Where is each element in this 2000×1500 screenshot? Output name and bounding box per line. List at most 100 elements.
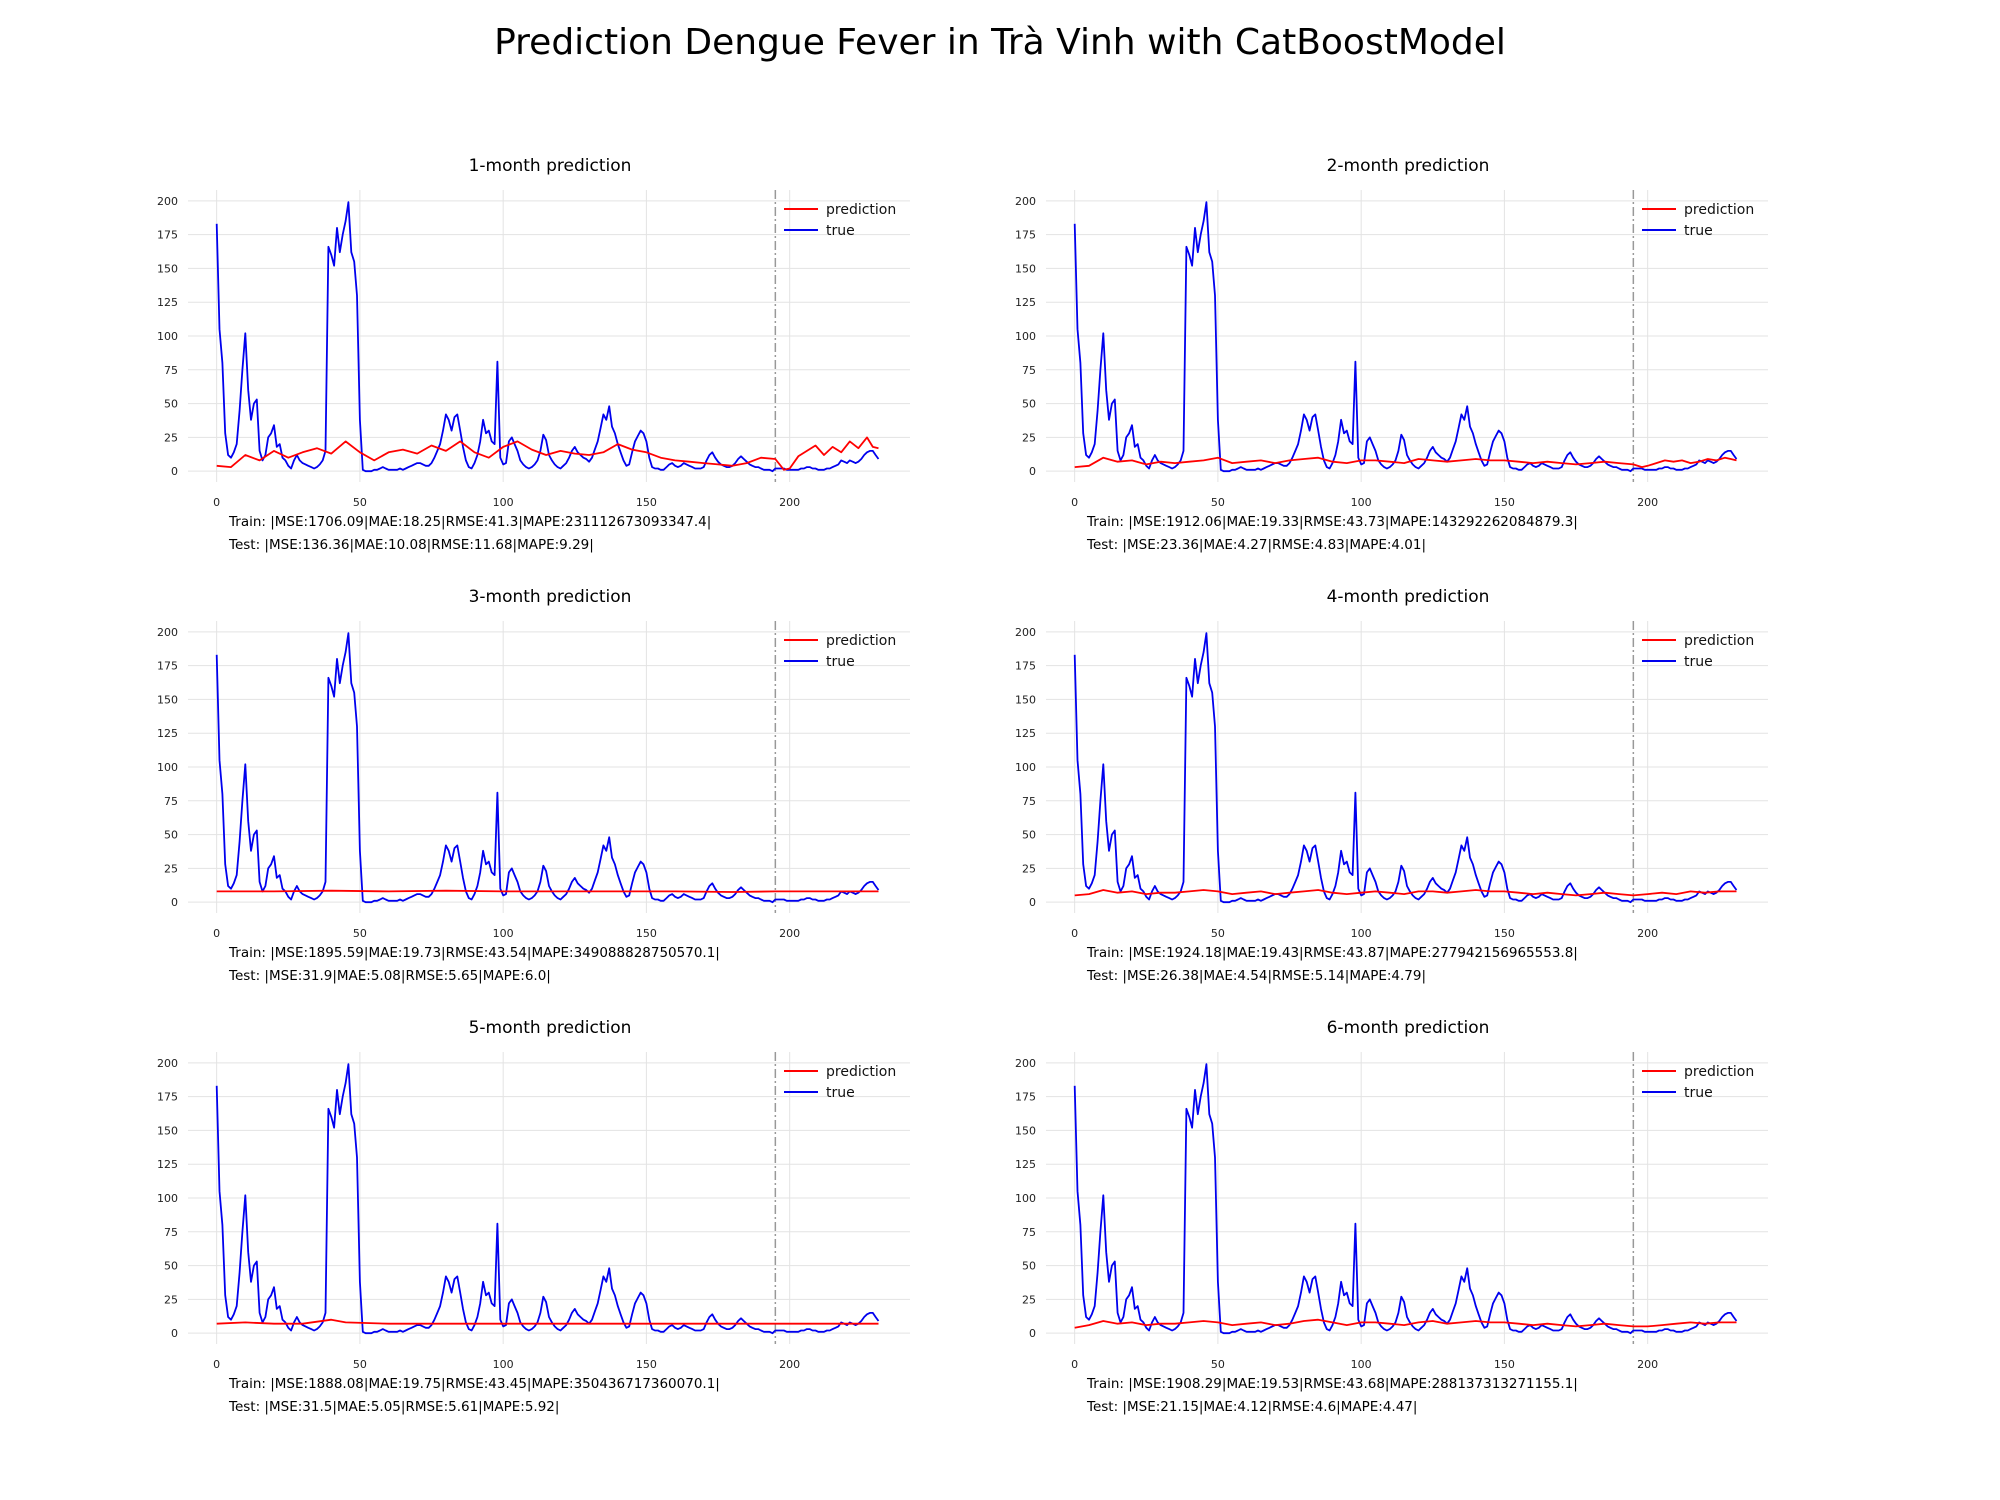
x-tick-label: 50 bbox=[353, 927, 367, 940]
x-tick-label: 200 bbox=[1637, 927, 1658, 940]
legend: prediction true bbox=[1642, 1064, 1754, 1101]
x-tick-label: 50 bbox=[353, 1358, 367, 1371]
y-tick-label: 0 bbox=[171, 896, 178, 909]
x-tick-label: 150 bbox=[636, 496, 657, 509]
train-metrics: Train: |MSE:1912.06|MAE:19.33|RMSE:43.73… bbox=[1087, 514, 1578, 530]
y-tick-label: 150 bbox=[1015, 1124, 1036, 1137]
y-tick-label: 175 bbox=[1015, 1091, 1036, 1104]
legend-label: prediction bbox=[826, 202, 896, 218]
y-tick-label: 50 bbox=[164, 829, 178, 842]
y-tick-label: 150 bbox=[157, 693, 178, 706]
chart-svg: 0 50 100 150 200 0 25 50 75 100 125 150 175 200 predic… bbox=[157, 190, 910, 509]
grid bbox=[1046, 190, 1768, 482]
train-metrics: Train: |MSE:1924.18|MAE:19.43|RMSE:43.87… bbox=[1087, 945, 1578, 961]
x-tick-label: 150 bbox=[636, 927, 657, 940]
x-tick-label: 0 bbox=[1071, 1358, 1078, 1371]
y-tick-label: 0 bbox=[1029, 1327, 1036, 1340]
y-tick-label: 50 bbox=[1022, 829, 1036, 842]
x-tick-label: 150 bbox=[1494, 1358, 1515, 1371]
y-tick-label: 200 bbox=[157, 626, 178, 639]
true-series-line bbox=[1073, 632, 1738, 904]
y-tick-label: 200 bbox=[1015, 626, 1036, 639]
x-tick-label: 50 bbox=[1211, 496, 1225, 509]
legend-label: prediction bbox=[826, 1064, 896, 1080]
y-tick-label: 200 bbox=[1015, 195, 1036, 208]
chart-title: 4-month prediction bbox=[1326, 587, 1490, 607]
true-series-line bbox=[215, 632, 880, 904]
chart-panel-1-month: 1-month prediction 0 50 100 150 200 0 25 50 75 10… bbox=[140, 156, 1040, 586]
chart-title: 1-month prediction bbox=[468, 156, 632, 176]
y-tick-label: 175 bbox=[157, 660, 178, 673]
x-tick-label: 150 bbox=[636, 1358, 657, 1371]
y-tick-label: 100 bbox=[157, 330, 178, 343]
grid bbox=[1046, 621, 1768, 913]
train-metrics: Train: |MSE:1908.29|MAE:19.53|RMSE:43.68… bbox=[1087, 1376, 1578, 1392]
y-tick-label: 175 bbox=[1015, 660, 1036, 673]
x-tick-label: 0 bbox=[1071, 927, 1078, 940]
prediction-series-line bbox=[1074, 1318, 1737, 1329]
legend-label: prediction bbox=[1684, 633, 1754, 649]
prediction-series-line bbox=[216, 889, 879, 893]
y-tick-label: 0 bbox=[1029, 896, 1036, 909]
legend-label: true bbox=[1684, 654, 1713, 670]
y-tick-label: 125 bbox=[1015, 1158, 1036, 1171]
x-tick-label: 50 bbox=[1211, 1358, 1225, 1371]
prediction-series-line bbox=[1074, 456, 1737, 469]
y-tick-label: 75 bbox=[164, 364, 178, 377]
train-metrics: Train: |MSE:1706.09|MAE:18.25|RMSE:41.3|… bbox=[229, 514, 712, 530]
legend: prediction true bbox=[784, 1064, 896, 1101]
y-tick-label: 25 bbox=[1022, 1293, 1036, 1306]
y-tick-label: 200 bbox=[1015, 1057, 1036, 1070]
true-series-line bbox=[1073, 1063, 1738, 1335]
legend-label: true bbox=[826, 654, 855, 670]
x-tick-label: 200 bbox=[779, 1358, 800, 1371]
prediction-series-line bbox=[216, 436, 879, 471]
y-tick-label: 100 bbox=[157, 1192, 178, 1205]
figure-title: Prediction Dengue Fever in Trà Vinh with… bbox=[494, 22, 1506, 63]
y-tick-label: 100 bbox=[1015, 330, 1036, 343]
y-tick-label: 25 bbox=[1022, 431, 1036, 444]
y-tick-label: 75 bbox=[164, 795, 178, 808]
x-tick-label: 200 bbox=[1637, 1358, 1658, 1371]
x-tick-label: 150 bbox=[1494, 496, 1515, 509]
test-metrics: Test: |MSE:136.36|MAE:10.08|RMSE:11.68|M… bbox=[229, 537, 594, 553]
prediction-series-line bbox=[1074, 889, 1737, 897]
chart-title: 6-month prediction bbox=[1326, 1018, 1490, 1038]
x-tick-label: 0 bbox=[1071, 496, 1078, 509]
y-tick-label: 75 bbox=[1022, 1226, 1036, 1239]
x-tick-label: 200 bbox=[779, 496, 800, 509]
x-tick-label: 200 bbox=[779, 927, 800, 940]
test-metrics: Test: |MSE:31.5|MAE:5.05|RMSE:5.61|MAPE:… bbox=[229, 1399, 560, 1415]
chart-panel-5-month: 5-month prediction 0 50 100 150 200 0 25 50 75 10… bbox=[140, 1018, 1040, 1448]
legend: prediction true bbox=[1642, 202, 1754, 239]
prediction-series-line bbox=[216, 1318, 879, 1325]
grid bbox=[188, 621, 910, 913]
y-tick-label: 150 bbox=[157, 262, 178, 275]
legend: prediction true bbox=[784, 202, 896, 239]
x-tick-label: 0 bbox=[213, 496, 220, 509]
chart-panel-6-month: 6-month prediction 0 50 100 150 200 0 25 50 75 10… bbox=[998, 1018, 1898, 1448]
y-tick-label: 150 bbox=[157, 1124, 178, 1137]
chart-svg: 0 50 100 150 200 0 25 50 75 100 125 150 175 200 predic… bbox=[157, 621, 910, 940]
chart-svg: 0 50 100 150 200 0 25 50 75 100 125 150 175 200 predic… bbox=[1015, 190, 1768, 509]
x-tick-label: 150 bbox=[1494, 927, 1515, 940]
legend-label: prediction bbox=[1684, 1064, 1754, 1080]
test-metrics: Test: |MSE:23.36|MAE:4.27|RMSE:4.83|MAPE… bbox=[1087, 537, 1427, 553]
x-tick-label: 100 bbox=[1351, 1358, 1372, 1371]
y-tick-label: 75 bbox=[164, 1226, 178, 1239]
train-metrics: Train: |MSE:1895.59|MAE:19.73|RMSE:43.54… bbox=[229, 945, 720, 961]
y-tick-label: 125 bbox=[157, 1158, 178, 1171]
legend-label: prediction bbox=[1684, 202, 1754, 218]
y-tick-label: 200 bbox=[157, 195, 178, 208]
y-tick-label: 175 bbox=[1015, 229, 1036, 242]
y-tick-label: 25 bbox=[1022, 862, 1036, 875]
x-tick-label: 0 bbox=[213, 1358, 220, 1371]
y-tick-label: 25 bbox=[164, 862, 178, 875]
x-tick-label: 100 bbox=[1351, 496, 1372, 509]
x-tick-label: 100 bbox=[493, 496, 514, 509]
y-tick-label: 50 bbox=[1022, 398, 1036, 411]
chart-panel-4-month: 4-month prediction 0 50 100 150 200 0 25 50 75 10… bbox=[998, 587, 1898, 1017]
chart-title: 3-month prediction bbox=[468, 587, 632, 607]
y-tick-label: 125 bbox=[157, 727, 178, 740]
x-tick-label: 0 bbox=[213, 927, 220, 940]
